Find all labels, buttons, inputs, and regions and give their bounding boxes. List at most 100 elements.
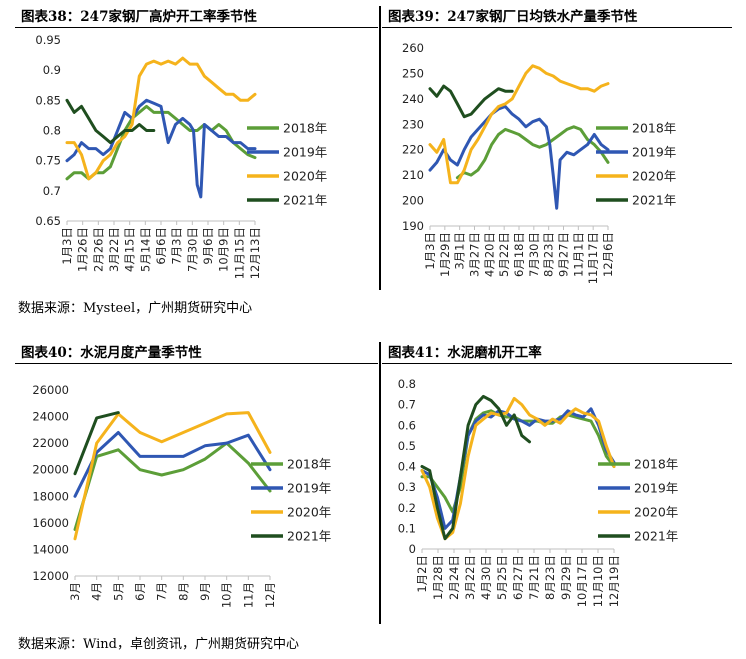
y-tick-label: 0.4 <box>398 460 416 474</box>
legend-label: 2020年 <box>287 505 331 520</box>
x-tick-label: 7月30日 <box>185 227 199 272</box>
x-tick-label: 3月22日 <box>463 555 477 600</box>
y-tick-label: 200 <box>402 194 424 208</box>
x-tick-label: 4月15日 <box>123 227 137 272</box>
chart-title: 图表41：水泥磨机开工率 <box>382 342 732 364</box>
panel-divider <box>379 6 381 290</box>
y-tick-label: 20000 <box>32 463 69 477</box>
series-line-2018年 <box>65 104 257 181</box>
chart-cement-monthly-output: 12000 14000 16000 18000 20000 22000 24000 26000… <box>32 383 331 608</box>
series-line-2021年 <box>428 84 514 119</box>
x-tick-label: 6月 <box>133 582 147 601</box>
x-tick-label: 1月29日 <box>438 232 452 277</box>
x-tick-label: 7月30日 <box>527 232 541 277</box>
chart-title: 图表40：水泥月度产量季节性 <box>15 342 378 364</box>
x-tick-label: 2月26日 <box>91 227 105 272</box>
x-tick-label: 12月13日 <box>248 227 262 279</box>
x-tick-label: 6月6日 <box>154 227 168 265</box>
x-tick-label: 8月23日 <box>542 232 556 277</box>
x-tick-label: 12月19日 <box>607 555 621 607</box>
x-tick-label: 8月23日 <box>543 555 557 600</box>
y-tick-label: 0.85 <box>35 93 61 107</box>
legend-label: 2020年 <box>634 505 678 520</box>
legend-label: 2018年 <box>287 457 331 472</box>
legend-label: 2021年 <box>287 529 331 544</box>
x-tick-label: 5月25日 <box>495 555 509 600</box>
x-tick-label: 3月22日 <box>107 227 121 272</box>
legend-label: 2018年 <box>632 121 676 136</box>
x-tick-label: 11月1日 <box>571 232 585 277</box>
legend-label: 2018年 <box>283 121 327 136</box>
y-tick-label: 190 <box>402 219 424 233</box>
chart-daily-hot-metal-output: 190 200 210 220 230 240 250 260 1月3日 1月29日 3月1日 3月2… <box>402 41 676 284</box>
series-line-2019年 <box>73 431 272 498</box>
series-line-2019年 <box>65 98 257 199</box>
legend-label: 2019年 <box>634 481 678 496</box>
y-tick-label: 0.8 <box>43 124 61 138</box>
legend-label: 2019年 <box>283 145 327 160</box>
x-tick-label: 1月26日 <box>76 227 90 272</box>
x-tick-label: 3月27日 <box>468 232 482 277</box>
chart-title: 图表38：247家钢厂高炉开工率季节性 <box>15 6 378 28</box>
x-tick-label: 11月10日 <box>591 555 605 607</box>
x-tick-label: 2月24日 <box>447 555 461 600</box>
x-tick-label: 12月6日 <box>601 232 615 277</box>
y-tick-label: 0.7 <box>398 398 416 412</box>
y-tick-label: 18000 <box>32 489 69 503</box>
x-tick-label: 6月27日 <box>511 555 525 600</box>
chart-panel-hot-metal: 图表39：247家钢厂日均铁水产量季节性 190 200 210 220 230 240 2… <box>382 6 732 290</box>
y-tick-label: 230 <box>402 117 424 131</box>
x-tick-label: 3月 <box>68 582 82 601</box>
legend-label: 2021年 <box>634 529 678 544</box>
x-tick-label: 4月20日 <box>482 232 496 277</box>
y-tick-label: 250 <box>402 66 424 80</box>
x-tick-label: 7月 <box>155 582 169 601</box>
legend-label: 2021年 <box>632 193 676 208</box>
series-line-2020年 <box>428 64 610 185</box>
x-tick-label: 9月27日 <box>557 232 571 277</box>
y-tick-label: 14000 <box>32 542 69 556</box>
series-line-2019年 <box>428 105 610 210</box>
x-tick-label: 3月1日 <box>453 232 467 270</box>
x-tick-label: 1月28日 <box>431 555 445 600</box>
series-line-2020年 <box>65 56 257 181</box>
x-tick-label: 1月3日 <box>60 227 74 265</box>
y-tick-label: 210 <box>402 168 424 182</box>
legend-label: 2020年 <box>283 169 327 184</box>
y-tick-label: 0.65 <box>35 214 61 228</box>
x-tick-label: 10月 <box>220 582 234 608</box>
x-tick-label: 10月9日 <box>217 227 231 272</box>
chart-panel-cement-output: 图表40：水泥月度产量季节性 12000 14000 16000 18000 20000… <box>15 342 378 624</box>
x-tick-label: 11月15日 <box>232 227 246 279</box>
series-line-2021年 <box>73 411 120 476</box>
y-tick-label: 220 <box>402 143 424 157</box>
x-tick-label: 7月3日 <box>170 227 184 265</box>
x-tick-label: 1月3日 <box>423 232 437 270</box>
x-tick-label: 6月18日 <box>512 232 526 277</box>
panel-divider <box>379 342 381 624</box>
chart-panel-cement-mill: 图表41：水泥磨机开工率 0 0.1 0.2 0.3 0.4 0.5 0.6 0.7 0.8 1月… <box>382 342 732 624</box>
x-tick-label: 7月21日 <box>527 555 541 600</box>
x-tick-label: 5月22日 <box>497 232 511 277</box>
y-tick-label: 12000 <box>32 569 69 583</box>
legend-label: 2019年 <box>632 145 676 160</box>
y-tick-label: 16000 <box>32 516 69 530</box>
series-line-2018年 <box>73 441 272 531</box>
series-line-2018年 <box>455 125 610 180</box>
x-tick-label: 8月 <box>176 582 190 601</box>
y-tick-label: 260 <box>402 41 424 55</box>
y-tick-label: 0.3 <box>398 480 416 494</box>
x-tick-label: 11月17日 <box>586 232 600 284</box>
x-tick-label: 9月29日 <box>559 555 573 600</box>
legend-label: 2020年 <box>632 169 676 184</box>
x-tick-label: 4月 <box>90 582 104 601</box>
legend-label: 2018年 <box>634 457 678 472</box>
y-tick-label: 0.75 <box>35 154 61 168</box>
legend-label: 2021年 <box>283 193 327 208</box>
legend-label: 2019年 <box>287 481 331 496</box>
chart-title: 图表39：247家钢厂日均铁水产量季节性 <box>382 6 732 28</box>
chart-panel-blast-furnace: 图表38：247家钢厂高炉开工率季节性 0.65 0.7 0.75 0.8 0.85 0.… <box>15 6 378 290</box>
y-tick-label: 0.9 <box>43 63 61 77</box>
y-tick-label: 0.1 <box>398 521 416 535</box>
y-tick-label: 22000 <box>32 436 69 450</box>
